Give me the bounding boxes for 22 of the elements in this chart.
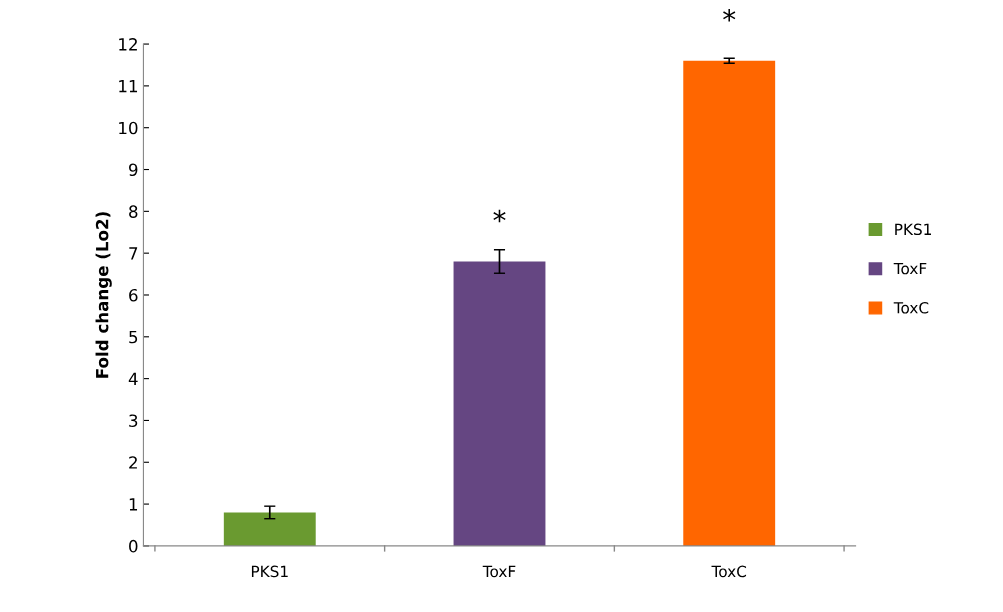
y-tick-label: 3: [129, 414, 138, 428]
y-tick-label: 1: [129, 498, 138, 511]
legend-label: PKS1: [895, 223, 931, 236]
y-tick-label: 10: [119, 121, 138, 135]
legend-label: ToxF: [893, 262, 927, 275]
annotation: *: [493, 209, 506, 223]
x-tick-label: PKS1: [251, 565, 288, 578]
x-tick-label: ToxC: [711, 565, 747, 578]
annotation: *: [723, 8, 736, 22]
y-axis-title: Fold change (Lo2): [95, 212, 112, 378]
y-tick-label: 9: [129, 163, 138, 177]
y-tick-label: 7: [129, 247, 138, 260]
y-tick-label: 11: [119, 80, 138, 93]
y-tick-label: 6: [129, 288, 138, 302]
legend-label: ToxC: [893, 302, 929, 314]
y-tick-label: 12: [119, 38, 137, 51]
y-tick-label: 8: [129, 205, 138, 218]
y-tick-label: 2: [129, 456, 137, 469]
x-tick-label: ToxF: [482, 565, 516, 578]
y-tick-label: 4: [128, 372, 138, 385]
y-tick-label: 0: [129, 539, 138, 553]
y-tick-label: 5: [129, 330, 138, 344]
